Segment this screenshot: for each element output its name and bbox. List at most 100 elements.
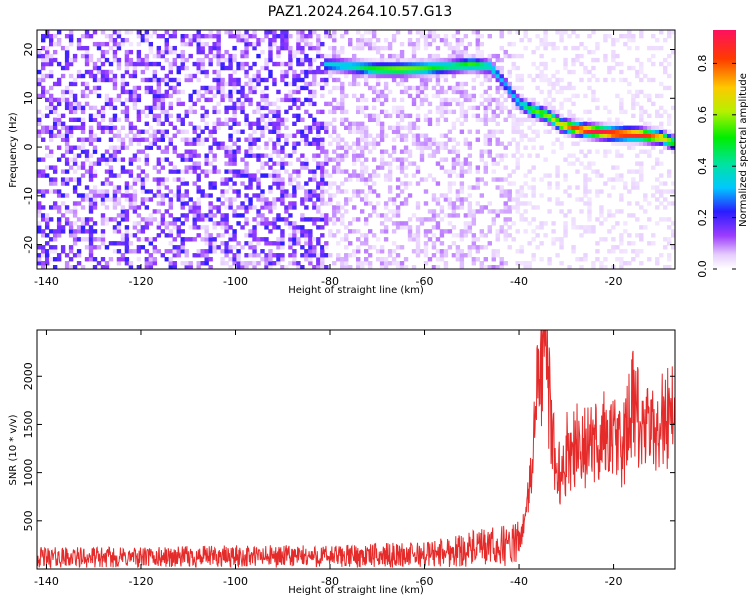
heatmap-cell: [603, 125, 608, 130]
heatmap-cell: [503, 221, 508, 226]
heatmap-cell: [144, 257, 150, 262]
heatmap-cell: [611, 141, 616, 146]
heatmap-cell: [459, 173, 465, 178]
heatmap-cell: [172, 77, 177, 83]
heatmap-cell: [44, 125, 50, 130]
heatmap-cell: [88, 161, 94, 166]
heatmap-cell: [228, 93, 233, 99]
heatmap-cell: [304, 257, 309, 262]
heatmap-cell: [112, 249, 118, 254]
heatmap-cell: [427, 77, 433, 83]
heatmap-cell: [571, 45, 576, 51]
heatmap-cell: [156, 137, 162, 142]
heatmap-cell: [320, 173, 325, 178]
heatmap-cell: [116, 249, 122, 254]
heatmap-cell: [499, 185, 504, 190]
heatmap-cell: [571, 85, 576, 91]
heatmap-cell: [647, 57, 652, 63]
heatmap-cell: [443, 37, 449, 43]
heatmap-cell: [391, 201, 397, 206]
heatmap-cell: [419, 101, 425, 107]
heatmap-cell: [475, 165, 481, 170]
heatmap-cell: [575, 53, 580, 59]
heatmap-cell: [312, 125, 317, 130]
heatmap-cell: [88, 205, 94, 210]
heatmap-cell: [52, 165, 58, 170]
heatmap-cell: [172, 61, 177, 67]
heatmap-cell: [391, 129, 397, 134]
heatmap-cell: [184, 193, 189, 198]
heatmap-cell: [292, 205, 297, 210]
heatmap-cell: [511, 169, 516, 174]
heatmap-cell: [168, 33, 173, 39]
heatmap-cell: [40, 213, 46, 218]
heatmap-cell: [228, 61, 233, 67]
heatmap-cell: [56, 61, 62, 67]
heatmap-cell: [288, 153, 293, 158]
heatmap-cell: [631, 241, 636, 246]
heatmap-cell: [651, 141, 656, 146]
heatmap-cell: [328, 193, 333, 198]
heatmap-cell: [627, 201, 632, 206]
heatmap-cell: [152, 261, 158, 266]
heatmap-cell: [200, 193, 205, 198]
heatmap-cell: [383, 93, 389, 99]
heatmap-cell: [415, 105, 421, 111]
heatmap-cell: [280, 117, 285, 123]
heatmap-cell: [352, 161, 357, 166]
heatmap-cell: [503, 193, 508, 198]
heatmap-cell: [475, 117, 481, 123]
heatmap-cell: [348, 125, 353, 130]
heatmap-cell: [340, 45, 345, 51]
heatmap-cell: [264, 65, 269, 71]
heatmap-cell: [487, 229, 492, 234]
heatmap-cell: [487, 57, 492, 63]
heatmap-cell: [172, 253, 177, 258]
heatmap-cell: [236, 205, 241, 210]
heatmap-cell: [371, 45, 377, 51]
heatmap-cell: [252, 173, 257, 178]
heatmap-cell: [40, 169, 46, 174]
heatmap-cell: [260, 133, 265, 138]
heatmap-cell: [535, 133, 540, 138]
heatmap-cell: [112, 113, 118, 119]
heatmap-cell: [599, 133, 604, 138]
heatmap-cell: [391, 157, 397, 162]
heatmap-cell: [503, 53, 508, 59]
heatmap-cell: [511, 85, 516, 91]
heatmap-cell: [431, 209, 437, 214]
heatmap-cell: [348, 81, 353, 87]
heatmap-cell: [503, 49, 508, 55]
heatmap-cell: [252, 129, 257, 134]
heatmap-cell: [208, 45, 213, 51]
heatmap-cell: [599, 221, 604, 226]
heatmap-cell: [519, 117, 524, 123]
heatmap-cell: [619, 125, 624, 130]
heatmap-cell: [196, 61, 201, 67]
heatmap-cell: [667, 33, 672, 39]
heatmap-cell: [363, 129, 369, 134]
heatmap-cell: [431, 33, 437, 39]
heatmap-cell: [37, 201, 42, 206]
heatmap-cell: [240, 129, 245, 134]
heatmap-cell: [288, 97, 293, 103]
heatmap-cell: [276, 149, 281, 154]
heatmap-cell: [208, 85, 213, 91]
heatmap-cell: [515, 145, 520, 150]
heatmap-cell: [635, 185, 640, 190]
heatmap-cell: [467, 105, 473, 111]
heatmap-cell: [136, 93, 142, 99]
heatmap-cell: [236, 30, 241, 35]
heatmap-cell: [320, 93, 325, 99]
heatmap-cell: [244, 93, 249, 99]
heatmap-cell: [551, 73, 556, 79]
heatmap-cell: [443, 145, 449, 150]
heatmap-cell: [52, 125, 58, 130]
heatmap-cell: [168, 257, 173, 262]
heatmap-cell: [48, 109, 54, 115]
heatmap-cell: [611, 185, 616, 190]
heatmap-cell: [539, 117, 544, 123]
heatmap-cell: [292, 73, 297, 79]
heatmap-cell: [60, 137, 66, 142]
heatmap-cell: [68, 109, 74, 115]
